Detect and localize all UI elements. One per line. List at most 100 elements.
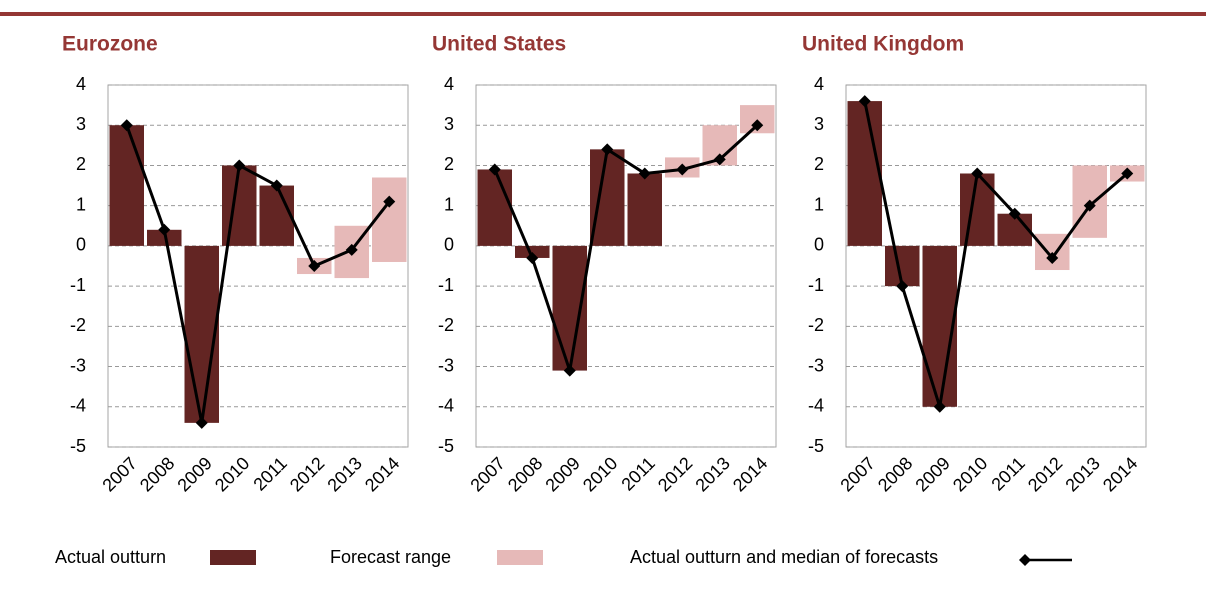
- y-tick-label: 1: [444, 194, 454, 214]
- y-tick-label: -5: [808, 436, 824, 456]
- x-tick-label: 2013: [691, 453, 733, 495]
- x-tick-label: 2011: [617, 453, 659, 495]
- x-tick-label: 2014: [361, 453, 403, 495]
- line-marker: [526, 251, 539, 264]
- x-tick-label: 2012: [1024, 453, 1066, 495]
- legend-swatch: [497, 550, 543, 565]
- y-tick-label: -4: [438, 396, 454, 416]
- y-tick-label: -4: [808, 396, 824, 416]
- line-marker: [120, 119, 133, 132]
- bar: [847, 101, 882, 246]
- line-marker: [933, 400, 946, 413]
- forecast-range: [372, 177, 407, 262]
- legend-label: Actual outturn: [55, 547, 166, 567]
- line-marker: [345, 243, 358, 256]
- line-marker: [1083, 199, 1096, 212]
- line-marker: [896, 280, 909, 293]
- x-tick-label: 2008: [136, 453, 178, 495]
- line-marker: [751, 119, 764, 132]
- x-tick-label: 2008: [874, 453, 916, 495]
- x-tick-label: 2012: [654, 453, 696, 495]
- top-rule: [0, 12, 1206, 16]
- y-tick-label: -4: [70, 396, 86, 416]
- y-tick-label: 4: [444, 74, 454, 94]
- y-tick-label: 0: [814, 235, 824, 255]
- line-marker: [601, 143, 614, 156]
- x-tick-label: 2009: [173, 453, 215, 495]
- line-marker: [233, 159, 246, 172]
- x-tick-label: 2009: [541, 453, 583, 495]
- x-tick-label: 2007: [98, 453, 140, 495]
- y-tick-label: -3: [438, 355, 454, 375]
- line-marker: [563, 364, 576, 377]
- chart-title: United States: [432, 33, 566, 56]
- line-marker: [676, 163, 689, 176]
- median-line: [125, 124, 391, 424]
- bar: [259, 185, 294, 246]
- x-tick-label: 2014: [1099, 453, 1141, 495]
- legend-label: Forecast range: [330, 547, 451, 567]
- line-marker: [971, 167, 984, 180]
- x-tick-label: 2011: [249, 453, 291, 495]
- y-tick-label: -3: [808, 355, 824, 375]
- y-tick-label: -1: [438, 275, 454, 295]
- y-tick-label: -5: [70, 436, 86, 456]
- chart-title: Eurozone: [62, 33, 158, 56]
- line-marker: [1008, 207, 1021, 220]
- x-tick-label: 2008: [504, 453, 546, 495]
- x-tick-label: 2012: [286, 453, 328, 495]
- y-tick-label: -2: [808, 315, 824, 335]
- y-tick-label: 4: [814, 74, 824, 94]
- line-marker: [158, 223, 171, 236]
- legend-label: Actual outturn and median of forecasts: [630, 547, 938, 567]
- x-tick-label: 2013: [323, 453, 365, 495]
- line-marker: [270, 179, 283, 192]
- y-tick-label: 2: [814, 154, 824, 174]
- y-tick-label: 3: [814, 114, 824, 134]
- y-tick-label: -2: [70, 315, 86, 335]
- bar: [109, 125, 144, 246]
- bar: [515, 245, 550, 258]
- y-tick-label: -1: [70, 275, 86, 295]
- y-tick-label: 3: [76, 114, 86, 134]
- y-tick-label: 1: [76, 194, 86, 214]
- x-tick-label: 2010: [949, 453, 991, 495]
- legend-swatch: [210, 550, 256, 565]
- y-tick-label: 1: [814, 194, 824, 214]
- x-tick-label: 2014: [729, 453, 771, 495]
- bar: [590, 149, 625, 246]
- y-tick-label: -5: [438, 436, 454, 456]
- y-tick-label: 2: [444, 154, 454, 174]
- bar: [147, 229, 182, 246]
- x-tick-label: 2009: [911, 453, 953, 495]
- y-tick-label: -1: [808, 275, 824, 295]
- line-marker: [1046, 251, 1059, 264]
- x-tick-label: 2007: [836, 453, 878, 495]
- y-tick-label: 0: [76, 235, 86, 255]
- line-marker: [638, 167, 651, 180]
- line-marker: [713, 153, 726, 166]
- x-tick-label: 2011: [987, 453, 1029, 495]
- x-tick-label: 2010: [579, 453, 621, 495]
- bar: [477, 169, 512, 246]
- line-marker: [858, 95, 871, 108]
- x-tick-label: 2010: [211, 453, 253, 495]
- line-marker: [195, 416, 208, 429]
- line-marker: [488, 163, 501, 176]
- line-marker: [308, 260, 321, 272]
- chart-title: United Kingdom: [802, 33, 964, 56]
- x-tick-label: 2013: [1061, 453, 1103, 495]
- median-line: [493, 124, 759, 372]
- y-tick-label: 4: [76, 74, 86, 94]
- y-tick-label: 0: [444, 235, 454, 255]
- y-tick-label: 2: [76, 154, 86, 174]
- y-tick-label: -3: [70, 355, 86, 375]
- line-marker: [1121, 167, 1134, 180]
- y-tick-label: -2: [438, 315, 454, 335]
- line-marker: [383, 195, 396, 208]
- x-tick-label: 2007: [466, 453, 508, 495]
- bar: [222, 165, 257, 246]
- median-line: [863, 100, 1129, 408]
- legend-marker: [1019, 554, 1031, 566]
